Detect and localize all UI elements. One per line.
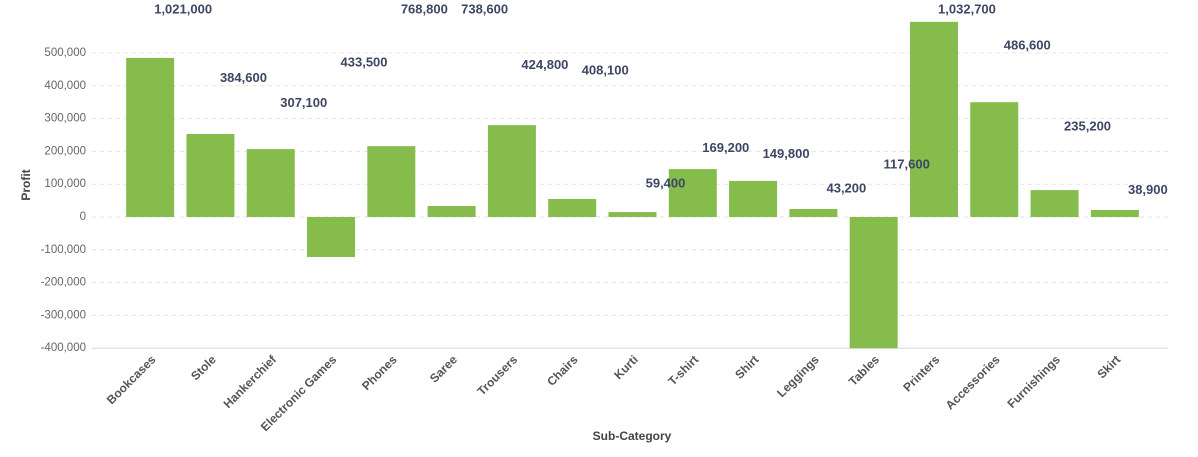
bar — [427, 206, 476, 217]
y-tick-label: -400,000 — [41, 342, 86, 354]
y-tick-label: -100,000 — [41, 244, 86, 256]
x-tick-label: Tables — [846, 352, 882, 388]
data-label: 408,100 — [582, 63, 629, 78]
bar — [548, 198, 597, 217]
y-tick-label: 500,000 — [44, 47, 86, 59]
data-label: 486,600 — [1004, 37, 1051, 52]
x-axis-title: Sub-Category — [593, 429, 672, 443]
x-tick-label: Trousers — [475, 352, 521, 398]
bar — [608, 212, 657, 217]
data-label: 235,200 — [1064, 118, 1111, 133]
x-tick-label: Saree — [427, 352, 460, 385]
data-label: 59,400 — [646, 175, 686, 190]
data-label: 117,600 — [884, 156, 930, 171]
y-tick-label: 400,000 — [44, 80, 86, 92]
bar — [1030, 190, 1079, 217]
bar — [1090, 210, 1139, 217]
data-label: 768,800 — [401, 1, 448, 16]
bar — [909, 21, 958, 218]
data-label: 384,600 — [220, 70, 267, 85]
data-label: 149,800 — [763, 146, 810, 161]
x-tick-label: Skirt — [1094, 352, 1123, 381]
data-label: 38,900 — [1128, 182, 1168, 197]
data-label: 433,500 — [341, 54, 388, 69]
bar — [729, 180, 778, 217]
bar — [126, 57, 175, 217]
y-tick-label: 100,000 — [44, 178, 86, 190]
x-tick-label: Shirt — [732, 352, 761, 381]
bar — [367, 146, 416, 217]
bar — [970, 102, 1019, 217]
bar — [668, 169, 717, 217]
x-tick-label: Accessories — [943, 352, 1003, 412]
x-tick-label: Chairs — [544, 352, 581, 389]
y-tick-label: 300,000 — [44, 113, 86, 125]
x-tick-label: Stole — [188, 352, 219, 383]
data-label: 424,800 — [521, 57, 568, 72]
data-label: 1,021,000 — [154, 1, 212, 16]
x-tick-label: Printers — [900, 352, 942, 394]
data-label: 43,200 — [826, 180, 866, 195]
bar — [789, 208, 838, 217]
y-axis-title: Profit — [19, 169, 33, 200]
bar — [487, 125, 536, 217]
data-label: 1,032,700 — [938, 1, 996, 16]
x-tick-label: Leggings — [774, 352, 822, 400]
data-label: 307,100 — [280, 95, 327, 110]
data-label: 738,600 — [461, 1, 508, 16]
x-tick-label: Hankerchief — [221, 352, 280, 411]
bar — [186, 134, 235, 217]
bar — [307, 217, 356, 258]
x-tick-label: Bookcases — [104, 352, 159, 407]
bar — [246, 149, 295, 217]
y-tick-label: 200,000 — [44, 145, 86, 157]
x-tick-label: Furnishings — [1004, 352, 1063, 411]
data-label: 169,200 — [702, 140, 749, 155]
y-tick-label: 0 — [80, 211, 86, 223]
x-tick-label: Kurti — [611, 352, 641, 382]
x-tick-label: T-shirt — [665, 352, 701, 388]
y-tick-label: -200,000 — [41, 277, 86, 289]
x-tick-label: Phones — [359, 352, 400, 393]
bar — [849, 217, 898, 349]
y-tick-label: -300,000 — [41, 309, 86, 321]
